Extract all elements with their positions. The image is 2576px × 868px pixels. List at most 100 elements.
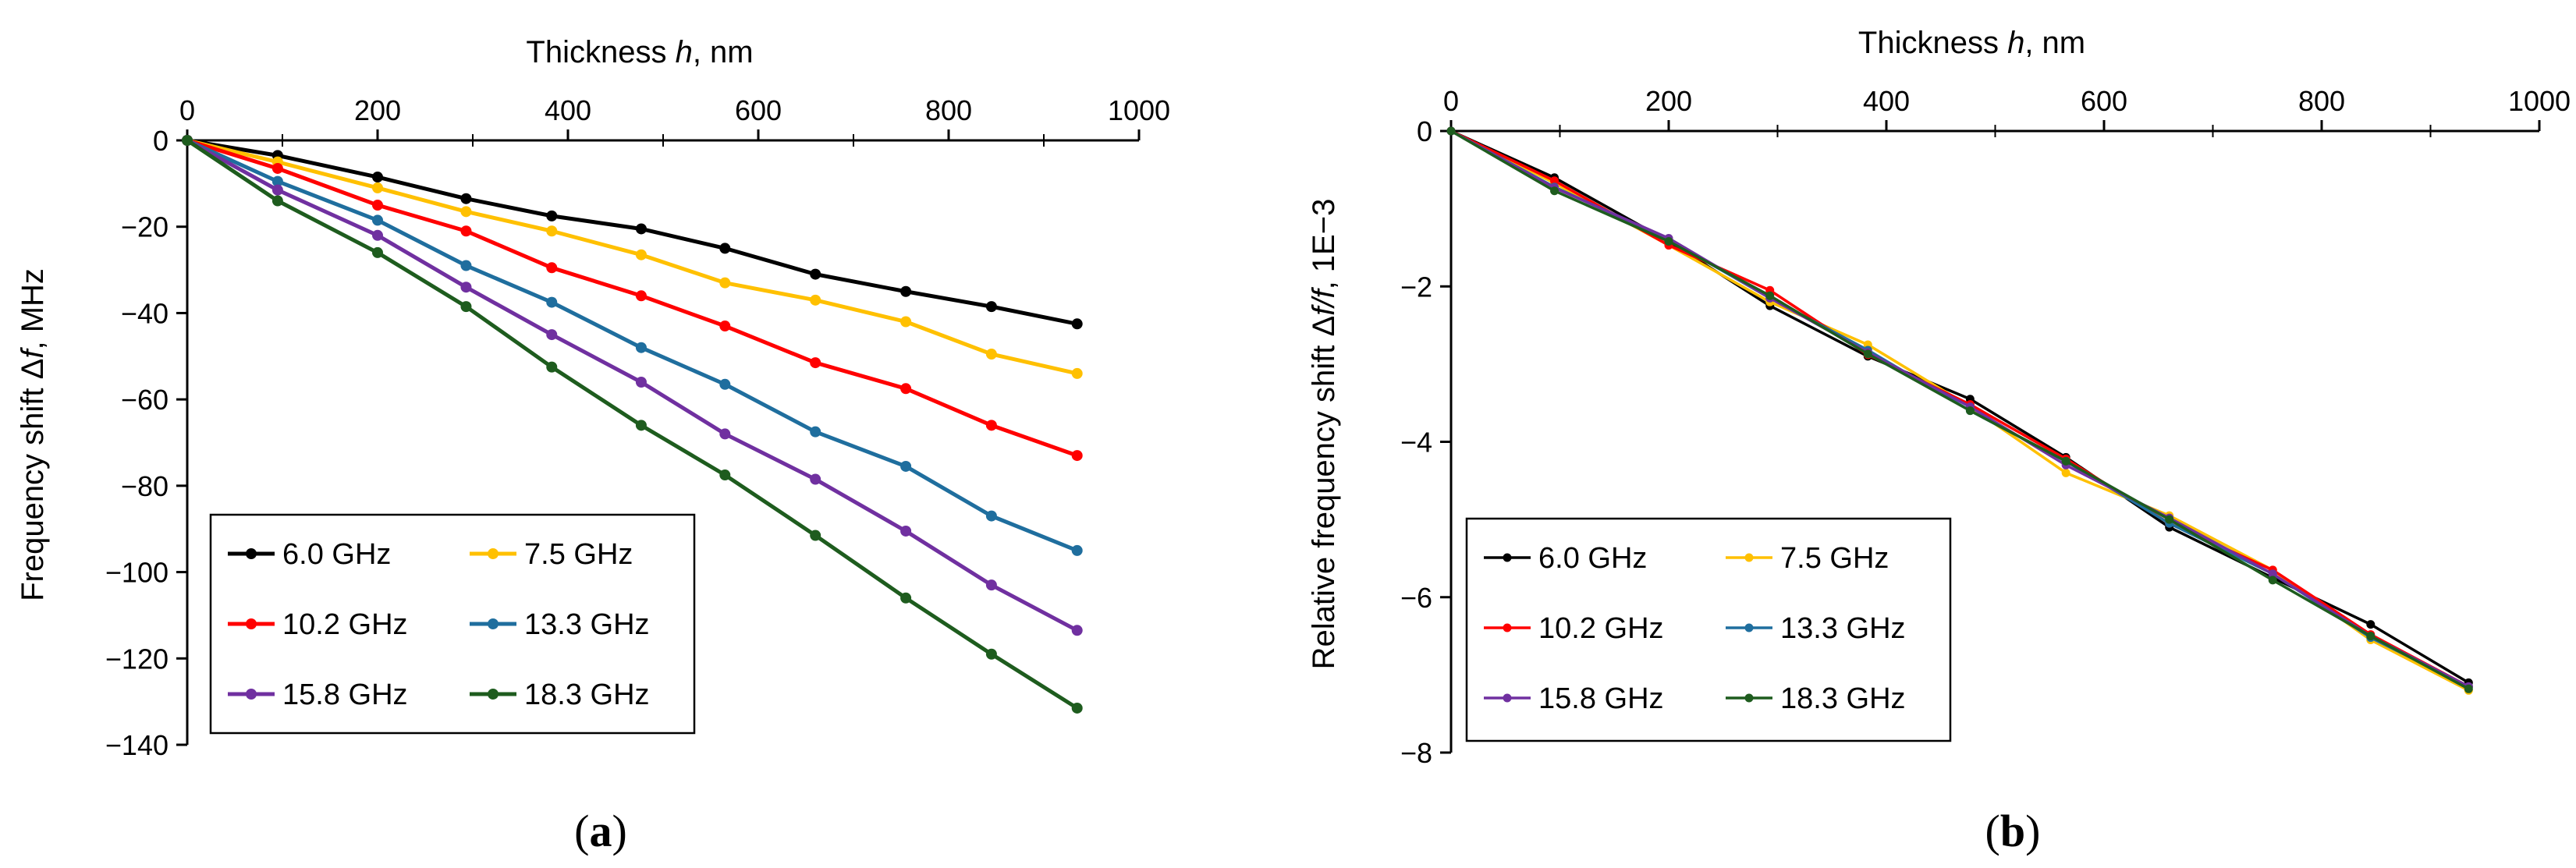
data-point bbox=[372, 229, 383, 241]
x-tick-label: 1000 bbox=[1108, 94, 1170, 126]
data-point bbox=[719, 378, 731, 390]
data-point bbox=[1550, 186, 1559, 196]
data-point bbox=[810, 473, 821, 485]
data-point bbox=[985, 579, 997, 591]
data-point bbox=[2165, 515, 2174, 524]
legend-entry: 7.5 GHz bbox=[524, 538, 633, 571]
panel-label: (a) bbox=[574, 806, 627, 856]
data-point bbox=[1071, 702, 1083, 714]
data-point bbox=[900, 592, 912, 604]
data-point bbox=[810, 268, 821, 280]
y-tick-label: −8 bbox=[1400, 737, 1432, 769]
data-point bbox=[1071, 544, 1083, 556]
data-point bbox=[635, 420, 647, 431]
data-point bbox=[900, 525, 912, 537]
data-point bbox=[719, 243, 731, 254]
y-tick-label: −80 bbox=[121, 470, 169, 502]
y-tick-label: −100 bbox=[105, 557, 169, 589]
legend-marker bbox=[488, 689, 499, 700]
data-point bbox=[719, 428, 731, 440]
data-point bbox=[1965, 406, 1975, 416]
y-tick-label: −60 bbox=[121, 384, 169, 416]
data-point bbox=[810, 294, 821, 306]
data-point bbox=[1550, 176, 1559, 186]
legend-entry: 6.0 GHz bbox=[282, 538, 391, 571]
data-point bbox=[900, 285, 912, 297]
data-point bbox=[372, 182, 383, 193]
data-point bbox=[635, 377, 647, 388]
x-tick-label: 0 bbox=[1443, 85, 1459, 117]
legend-marker bbox=[246, 618, 257, 629]
data-point bbox=[546, 210, 558, 221]
x-tick-label: 0 bbox=[179, 94, 195, 126]
data-point bbox=[985, 349, 997, 360]
data-point bbox=[460, 301, 472, 313]
legend-box bbox=[209, 513, 696, 735]
data-point bbox=[271, 175, 283, 187]
legend-entry: 10.2 GHz bbox=[282, 608, 408, 641]
legend-entry: 13.3 GHz bbox=[1780, 612, 1906, 645]
legend: 6.0 GHz 7.5 GHz 10.2 GHz 13.3 GHz 15.8 GHz 18… bbox=[209, 513, 696, 735]
data-point bbox=[635, 249, 647, 260]
data-point bbox=[1765, 291, 1775, 300]
chart-panel-b: 0 200 400 600 800 1000 0 −2 −4 −6 −8 Thickness h, n… bbox=[1307, 26, 2571, 856]
panel-label: (b) bbox=[1985, 806, 2041, 856]
data-point bbox=[2366, 632, 2376, 641]
x-tick-label: 1000 bbox=[2508, 85, 2571, 117]
y-tick-label: −120 bbox=[105, 643, 169, 675]
data-point bbox=[546, 296, 558, 308]
data-point bbox=[372, 246, 383, 258]
data-point bbox=[810, 530, 821, 541]
legend-marker bbox=[246, 689, 257, 700]
data-point bbox=[372, 172, 383, 183]
legend-entry: 18.3 GHz bbox=[1780, 682, 1906, 715]
legend: 6.0 GHz 7.5 GHz 10.2 GHz 13.3 GHz 15.8 GHz 18… bbox=[1465, 517, 1952, 742]
y-axis-title: Frequency shift Δf, MHz bbox=[16, 268, 50, 601]
x-tick-label: 800 bbox=[2298, 85, 2345, 117]
series-line-1 bbox=[186, 138, 1078, 376]
data-point bbox=[1446, 126, 1456, 136]
legend-marker bbox=[1503, 623, 1512, 632]
data-point bbox=[460, 206, 472, 218]
data-point bbox=[810, 426, 821, 438]
x-axis-title: Thickness h, nm bbox=[1858, 26, 2085, 60]
data-point bbox=[2061, 468, 2070, 477]
legend-marker bbox=[1744, 553, 1754, 562]
data-point bbox=[546, 361, 558, 373]
x-tick-label: 400 bbox=[1863, 85, 1910, 117]
data-point bbox=[546, 329, 558, 341]
data-point bbox=[810, 357, 821, 369]
data-point bbox=[271, 162, 283, 174]
series-line-0 bbox=[186, 138, 1078, 326]
y-tick-label: 0 bbox=[153, 125, 169, 157]
x-tick-label: 200 bbox=[354, 94, 401, 126]
legend-marker bbox=[1503, 693, 1512, 703]
data-point bbox=[900, 383, 912, 395]
legend-entry: 15.8 GHz bbox=[282, 678, 408, 711]
data-point bbox=[1863, 349, 1872, 359]
y-axis-title: Relative frequency shift Δf/f, 1E−3 bbox=[1307, 199, 1341, 670]
legend-marker bbox=[488, 618, 499, 629]
data-point bbox=[719, 469, 731, 481]
legend-entry: 6.0 GHz bbox=[1538, 542, 1647, 575]
data-point bbox=[985, 420, 997, 431]
x-axis-title: Thickness h, nm bbox=[526, 35, 753, 69]
legend-marker bbox=[1503, 553, 1512, 562]
y-tick-label: −20 bbox=[121, 211, 169, 243]
data-point bbox=[2464, 684, 2473, 693]
data-point bbox=[719, 321, 731, 332]
data-point bbox=[2268, 576, 2277, 585]
y-tick-label: −40 bbox=[121, 297, 169, 329]
data-point bbox=[2268, 569, 2277, 579]
chart-panel-a: 0 200 400 600 800 1000 0 −20 −40 −60 −80 −100 −120 −1… bbox=[16, 35, 1170, 856]
legend-marker bbox=[1744, 623, 1754, 632]
data-point bbox=[182, 135, 193, 146]
data-point bbox=[271, 195, 283, 207]
x-tick-label: 600 bbox=[735, 94, 782, 126]
data-point bbox=[985, 510, 997, 522]
data-point bbox=[635, 223, 647, 235]
legend-entry: 15.8 GHz bbox=[1538, 682, 1664, 715]
data-point bbox=[2366, 620, 2376, 629]
legend-marker bbox=[488, 548, 499, 559]
